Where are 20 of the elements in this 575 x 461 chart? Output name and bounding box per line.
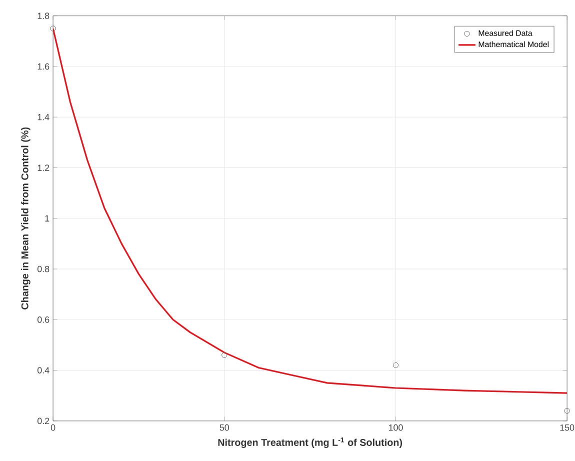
point <box>392 362 399 368</box>
x-tick-label: 100 <box>388 424 403 431</box>
y-tick-label: 0.6 <box>38 316 50 324</box>
y-tick-label: 0.8 <box>38 266 50 272</box>
y-tick-label: 1.8 <box>38 12 50 20</box>
line-series <box>53 28 568 394</box>
y-axis-title: Change in Mean Yield from Control (%) <box>21 128 30 310</box>
y-tick-label: 1.2 <box>38 164 50 172</box>
y-tick-label: 0.4 <box>38 367 50 374</box>
x-tick-label: 50 <box>220 424 230 431</box>
point <box>50 26 56 32</box>
y-tick-label: 1 <box>45 216 50 222</box>
x-axis-title: Nitrogen Treatment (mg L$^{-1}$ of Solution) <box>218 438 402 448</box>
point <box>564 408 570 414</box>
y-tick-label: 0.2 <box>38 418 50 424</box>
y-tick-label: 1.6 <box>38 64 50 70</box>
x-tick-label: 150 <box>560 424 574 431</box>
x-tick-label: 0 <box>50 424 56 431</box>
point <box>222 352 228 358</box>
y-tick-label: 1.4 <box>38 114 50 120</box>
